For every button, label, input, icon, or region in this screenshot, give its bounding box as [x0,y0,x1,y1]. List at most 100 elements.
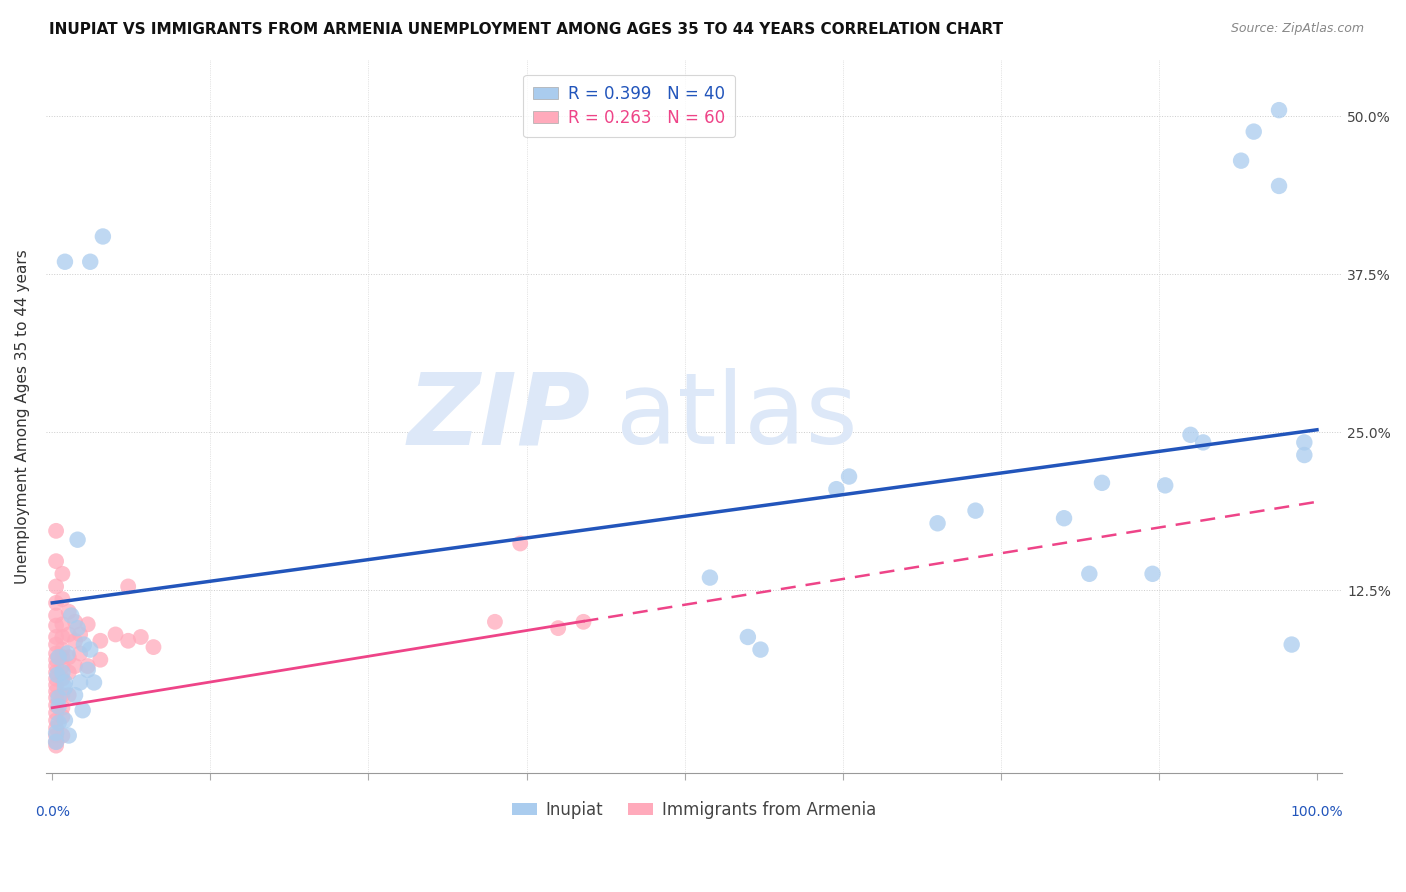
Point [76,663,98,677]
Point [1281,638,1303,652]
Point [60,608,83,623]
Point [1180,427,1202,442]
Point [45,729,67,743]
Point [63,688,86,702]
Point [572,615,595,629]
Point [51,630,73,644]
Point [69,627,91,641]
Point [45,726,67,740]
Text: Source: ZipAtlas.com: Source: ZipAtlas.com [1230,22,1364,36]
Point [104,627,127,641]
Text: 100.0%: 100.0% [1291,805,1343,819]
Point [45,665,67,680]
Point [51,700,73,714]
Point [547,621,569,635]
Point [45,735,67,749]
Point [58,650,80,665]
Point [45,618,67,632]
Point [699,571,721,585]
Point [63,633,86,648]
Point [749,642,772,657]
Point [1154,478,1177,492]
Point [1078,566,1101,581]
Point [69,647,91,661]
Point [1268,103,1291,117]
Point [45,524,67,538]
Point [1230,153,1253,168]
Point [45,690,67,705]
Point [89,633,111,648]
Point [45,608,67,623]
Point [927,516,949,531]
Point [1091,475,1114,490]
Point [66,621,89,635]
Point [76,617,98,632]
Point [51,659,73,673]
Point [58,688,80,702]
Point [51,665,73,680]
Point [45,706,67,720]
Point [45,714,67,728]
Point [965,503,987,517]
Point [76,659,98,673]
Point [48,715,70,730]
Point [51,688,73,702]
Point [45,647,67,661]
Text: INUPIAT VS IMMIGRANTS FROM ARMENIA UNEMPLOYMENT AMONG AGES 35 TO 44 YEARS CORREL: INUPIAT VS IMMIGRANTS FROM ARMENIA UNEMP… [49,22,1004,37]
Point [45,638,67,652]
Point [48,690,70,705]
Point [58,665,80,680]
Point [142,640,165,654]
Point [63,659,86,673]
Point [838,469,860,483]
Point [48,650,70,665]
Point [117,633,139,648]
Point [79,254,101,268]
Point [1142,566,1164,581]
Point [56,647,79,661]
Point [51,617,73,632]
Point [51,566,73,581]
Point [51,672,73,686]
Point [69,675,91,690]
Point [1053,511,1076,525]
Point [83,675,105,690]
Point [509,536,531,550]
Point [45,721,67,735]
Point [73,638,96,652]
Point [72,703,94,717]
Point [825,482,848,496]
Text: ZIP: ZIP [408,368,591,465]
Point [45,596,67,610]
Point [45,678,67,692]
Point [1268,178,1291,193]
Point [1294,435,1316,450]
Point [53,254,76,268]
Point [117,579,139,593]
Point [51,729,73,743]
Point [53,675,76,690]
Point [45,554,67,568]
Text: atlas: atlas [616,368,858,465]
Point [58,627,80,641]
Point [45,653,67,667]
Point [53,714,76,728]
Point [46,668,69,682]
Point [129,630,152,644]
Point [51,592,73,607]
Y-axis label: Unemployment Among Ages 35 to 44 years: Unemployment Among Ages 35 to 44 years [15,249,30,584]
Point [45,659,67,673]
Point [737,630,759,644]
Point [91,229,114,244]
Point [45,630,67,644]
Point [45,698,67,713]
Point [45,739,67,753]
Text: 0.0%: 0.0% [35,805,70,819]
Point [51,709,73,723]
Point [45,684,67,698]
Point [1294,448,1316,462]
Point [58,729,80,743]
Point [51,642,73,657]
Point [48,699,70,714]
Point [51,650,73,665]
